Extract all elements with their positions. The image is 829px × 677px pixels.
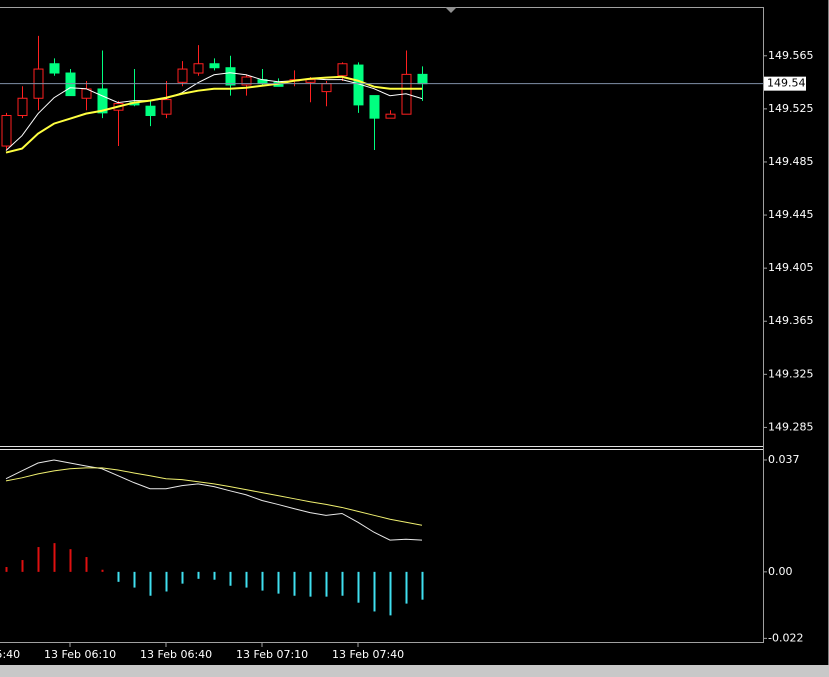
x-tick-label: 13 Feb 07:40 [332, 648, 404, 661]
candle-body [337, 63, 348, 77]
y-tick-label: 149.565 [768, 49, 814, 62]
candle-body [49, 63, 60, 74]
x-tick-label: 13 Feb 06:40 [140, 648, 212, 661]
y-tick-label: 0.00 [768, 565, 793, 578]
y-tick-label: -0.022 [768, 631, 803, 644]
current-price-label: 149.544 [767, 77, 813, 90]
candle-body [369, 95, 380, 119]
candle-body [97, 88, 108, 114]
candle-body [385, 113, 396, 119]
y-tick-label: 149.445 [768, 208, 814, 221]
candle-body [17, 97, 28, 117]
candle-body [161, 99, 172, 115]
current-price-box [764, 76, 806, 91]
x-tick-label: 13 Feb 06:10 [44, 648, 116, 661]
x-tick-label: 13 Feb 07:10 [236, 648, 308, 661]
status-strip [0, 665, 829, 677]
candle-body [193, 63, 204, 74]
candle-body [417, 73, 428, 85]
candle-body [225, 67, 236, 86]
y-tick-label: 149.485 [768, 155, 814, 168]
y-tick-label: 149.285 [768, 420, 814, 433]
x-tick-label: 13 Feb 05:40 [0, 648, 20, 661]
y-tick-label: 149.405 [768, 261, 814, 274]
y-tick-label: 149.325 [768, 367, 814, 380]
y-tick-label: 0.037 [768, 453, 800, 466]
plot: 149.565 149.525 149.485 149.445 149.405 149.3… [0, 35, 814, 661]
y-tick-label: 149.365 [768, 314, 814, 327]
indicator-line [5, 459, 423, 541]
moving-average [5, 72, 423, 151]
candle-body [209, 63, 220, 69]
shift-marker [445, 7, 457, 13]
candle-body [177, 68, 188, 83]
candle-body [241, 76, 252, 86]
candle-body [321, 83, 332, 93]
candle-body [65, 72, 76, 97]
candle-body [145, 105, 156, 117]
moving-average [5, 75, 422, 154]
candle-body [1, 115, 12, 147]
y-tick-label: 149.525 [768, 102, 814, 115]
indicator-line [5, 467, 423, 526]
